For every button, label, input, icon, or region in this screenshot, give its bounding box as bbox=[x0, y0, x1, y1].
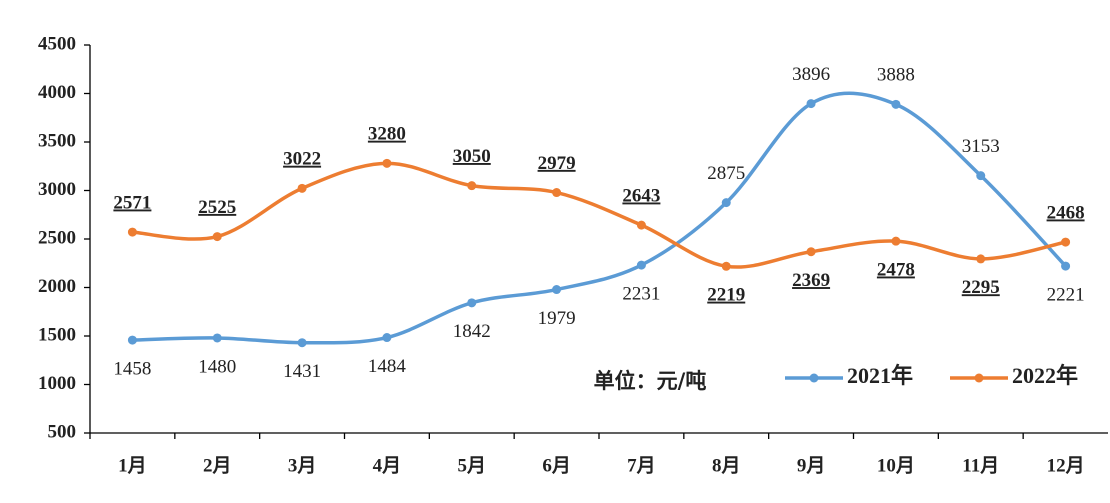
x-tick-label: 5月 bbox=[457, 455, 486, 476]
x-tick-label: 10月 bbox=[877, 455, 915, 476]
x-tick-label: 8月 bbox=[712, 455, 741, 476]
point bbox=[128, 228, 137, 237]
point bbox=[382, 333, 391, 342]
data-label: 2369 bbox=[792, 270, 830, 291]
data-label: 1431 bbox=[283, 361, 321, 382]
x-tick-label: 12月 bbox=[1047, 455, 1085, 476]
data-label: 1979 bbox=[538, 308, 576, 329]
point bbox=[467, 298, 476, 307]
point bbox=[637, 261, 646, 270]
data-label: 3888 bbox=[877, 65, 915, 86]
point bbox=[807, 99, 816, 108]
y-tick-label: 1000 bbox=[38, 373, 76, 394]
x-tick-label: 7月 bbox=[627, 455, 656, 476]
point bbox=[467, 181, 476, 190]
point bbox=[552, 188, 561, 197]
data-label: 2468 bbox=[1047, 202, 1085, 223]
legend-label: 2022年 bbox=[1012, 363, 1078, 388]
data-label: 2875 bbox=[707, 163, 745, 184]
x-tick-label: 4月 bbox=[373, 455, 402, 476]
point bbox=[1061, 262, 1070, 271]
data-label: 1842 bbox=[453, 321, 491, 342]
point bbox=[213, 232, 222, 241]
point bbox=[722, 198, 731, 207]
y-tick-label: 500 bbox=[48, 421, 77, 442]
data-label: 3280 bbox=[368, 124, 406, 145]
point bbox=[637, 221, 646, 230]
point bbox=[807, 247, 816, 256]
data-label: 2571 bbox=[113, 192, 151, 213]
point bbox=[722, 262, 731, 271]
data-label: 3153 bbox=[962, 136, 1000, 157]
data-label: 2643 bbox=[622, 185, 660, 206]
data-label: 1458 bbox=[113, 358, 151, 379]
y-tick-label: 2500 bbox=[38, 227, 76, 248]
point bbox=[382, 159, 391, 168]
y-tick-label: 1500 bbox=[38, 324, 76, 345]
y-tick-label: 4000 bbox=[38, 82, 76, 103]
y-tick-label: 3000 bbox=[38, 179, 76, 200]
data-label: 2478 bbox=[877, 259, 915, 280]
x-tick-label: 1月 bbox=[118, 455, 147, 476]
data-label: 2979 bbox=[538, 153, 576, 174]
x-tick-label: 11月 bbox=[962, 455, 999, 476]
data-label: 3896 bbox=[792, 64, 830, 85]
data-label: 2295 bbox=[962, 277, 1000, 298]
point bbox=[128, 336, 137, 345]
x-tick-label: 9月 bbox=[797, 455, 826, 476]
data-label: 1484 bbox=[368, 356, 407, 377]
legend-label: 2021年 bbox=[847, 363, 913, 388]
point bbox=[891, 237, 900, 246]
data-label: 3050 bbox=[453, 146, 491, 167]
point bbox=[552, 285, 561, 294]
data-label: 1480 bbox=[198, 356, 236, 377]
data-label: 2219 bbox=[707, 285, 745, 306]
data-label: 2231 bbox=[622, 283, 660, 304]
y-tick-label: 2000 bbox=[38, 276, 76, 297]
point bbox=[976, 254, 985, 263]
y-tick-label: 3500 bbox=[38, 130, 76, 151]
y-tick-label: 4500 bbox=[38, 33, 76, 54]
x-tick-label: 3月 bbox=[288, 455, 317, 476]
x-tick-label: 2月 bbox=[203, 455, 232, 476]
chart: 单位：元/吨 500 1000 1500 2000 2500 3000 3500 4000 45… bbox=[0, 0, 1110, 503]
point bbox=[213, 333, 222, 342]
data-label: 2525 bbox=[198, 197, 236, 218]
point bbox=[976, 171, 985, 180]
data-label: 2221 bbox=[1047, 284, 1085, 305]
point bbox=[298, 338, 307, 347]
legend-marker bbox=[810, 374, 819, 383]
point bbox=[1061, 238, 1070, 247]
data-label: 3022 bbox=[283, 149, 321, 170]
x-tick-label: 6月 bbox=[542, 455, 571, 476]
point bbox=[891, 100, 900, 109]
unit-annotation: 单位：元/吨 bbox=[594, 369, 707, 393]
legend-marker bbox=[975, 374, 984, 383]
point bbox=[298, 184, 307, 193]
